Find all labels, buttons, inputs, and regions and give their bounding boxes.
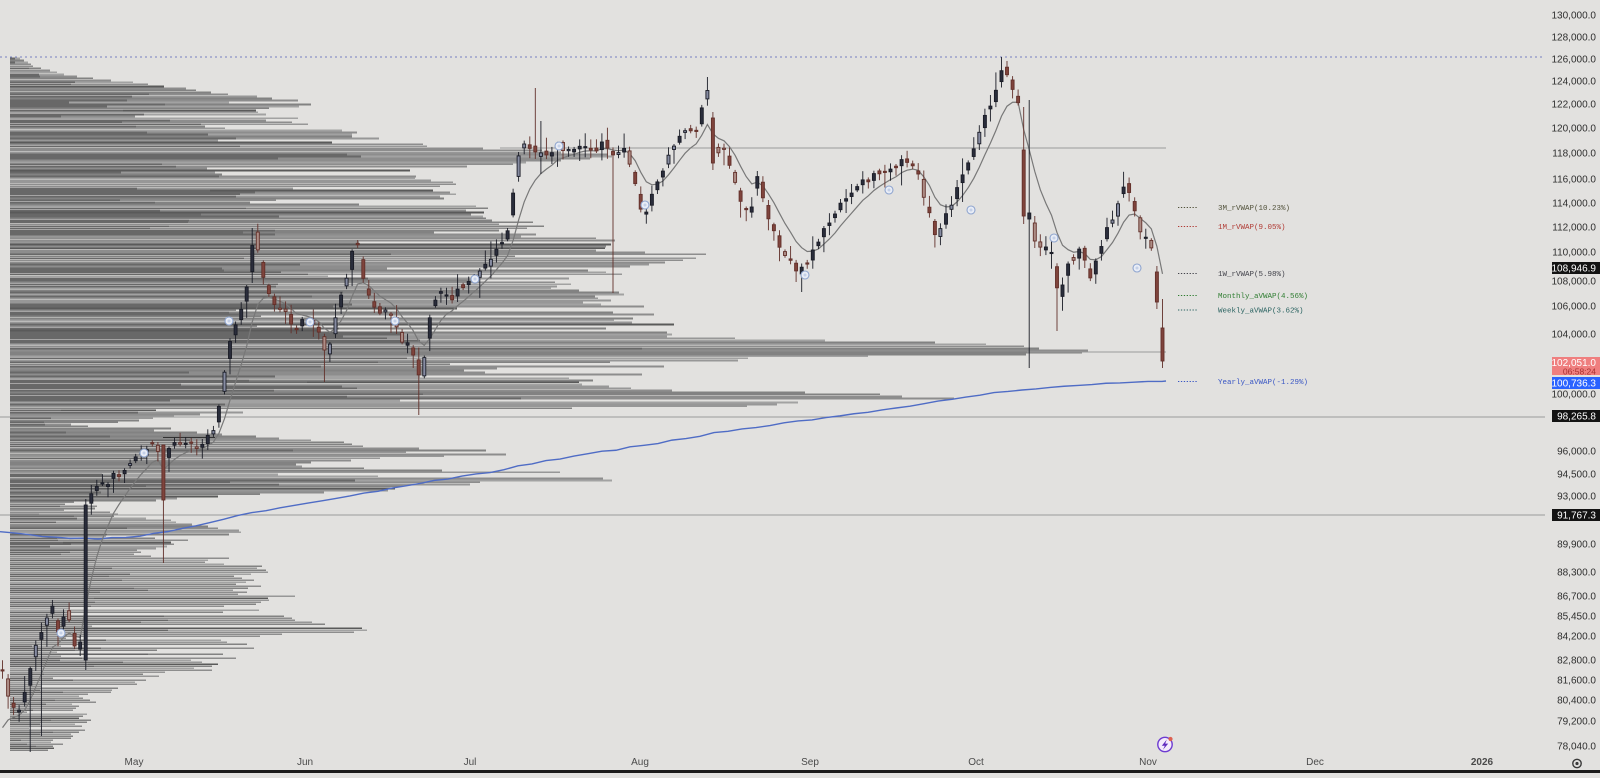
svg-text:88,300.0: 88,300.0 — [1557, 568, 1596, 579]
svg-text:3M_rVWAP(10.23%): 3M_rVWAP(10.23%) — [1218, 205, 1290, 213]
svg-text:Jul: Jul — [464, 757, 477, 768]
svg-text:128,000.0: 128,000.0 — [1552, 33, 1597, 44]
svg-text:114,000.0: 114,000.0 — [1552, 199, 1596, 210]
svg-text:79,200.0: 79,200.0 — [1557, 717, 1596, 728]
svg-text:106,000.0: 106,000.0 — [1552, 302, 1597, 313]
svg-text:116,000.0: 116,000.0 — [1552, 175, 1596, 186]
svg-text:2026: 2026 — [1471, 757, 1494, 768]
svg-text:104,000.0: 104,000.0 — [1552, 330, 1597, 341]
svg-text:Aug: Aug — [631, 757, 649, 768]
svg-text:108,946.9: 108,946.9 — [1552, 264, 1597, 275]
svg-text:100,736.3: 100,736.3 — [1552, 379, 1597, 390]
svg-text:81,600.0: 81,600.0 — [1557, 676, 1596, 687]
svg-text:06:58:24: 06:58:24 — [1563, 367, 1596, 377]
svg-text:Nov: Nov — [1139, 757, 1157, 768]
svg-text:85,450.0: 85,450.0 — [1557, 612, 1596, 623]
svg-text:100,000.0: 100,000.0 — [1552, 390, 1597, 401]
svg-text:93,000.0: 93,000.0 — [1557, 492, 1596, 503]
svg-text:80,400.0: 80,400.0 — [1557, 696, 1596, 707]
svg-text:78,040.0: 78,040.0 — [1557, 742, 1596, 753]
svg-text:1W_rVWAP(5.98%): 1W_rVWAP(5.98%) — [1218, 271, 1286, 279]
svg-text:98,265.8: 98,265.8 — [1557, 412, 1596, 423]
svg-text:Weekly_aVWAP(3.62%): Weekly_aVWAP(3.62%) — [1218, 308, 1304, 316]
svg-text:102,051.0: 102,051.0 — [1552, 358, 1597, 369]
svg-text:89,900.0: 89,900.0 — [1557, 540, 1596, 551]
svg-text:1M_rVWAP(9.05%): 1M_rVWAP(9.05%) — [1218, 224, 1286, 232]
svg-text:118,000.0: 118,000.0 — [1552, 149, 1596, 160]
svg-text:122,000.0: 122,000.0 — [1552, 100, 1597, 111]
svg-text:126,000.0: 126,000.0 — [1552, 55, 1597, 66]
svg-text:108,000.0: 108,000.0 — [1552, 277, 1597, 288]
svg-text:112,000.0: 112,000.0 — [1552, 223, 1596, 234]
svg-text:Jun: Jun — [297, 757, 313, 768]
svg-text:Dec: Dec — [1306, 757, 1324, 768]
svg-text:Oct: Oct — [968, 757, 984, 768]
svg-text:84,200.0: 84,200.0 — [1557, 632, 1596, 643]
svg-text:May: May — [125, 757, 144, 768]
svg-text:82,800.0: 82,800.0 — [1557, 656, 1596, 667]
svg-text:130,000.0: 130,000.0 — [1552, 11, 1597, 22]
svg-text:86,700.0: 86,700.0 — [1557, 592, 1596, 603]
svg-text:Yearly_aVWAP(-1.29%): Yearly_aVWAP(-1.29%) — [1218, 379, 1308, 387]
svg-text:96,000.0: 96,000.0 — [1557, 447, 1596, 458]
svg-text:94,500.0: 94,500.0 — [1557, 470, 1596, 481]
svg-text:Sep: Sep — [801, 757, 819, 768]
svg-text:110,000.0: 110,000.0 — [1552, 248, 1596, 259]
svg-text:Monthly_aVWAP(4.56%): Monthly_aVWAP(4.56%) — [1218, 293, 1308, 301]
svg-text:120,000.0: 120,000.0 — [1552, 124, 1597, 135]
svg-text:124,000.0: 124,000.0 — [1552, 77, 1597, 88]
svg-text:91,767.3: 91,767.3 — [1557, 511, 1596, 522]
